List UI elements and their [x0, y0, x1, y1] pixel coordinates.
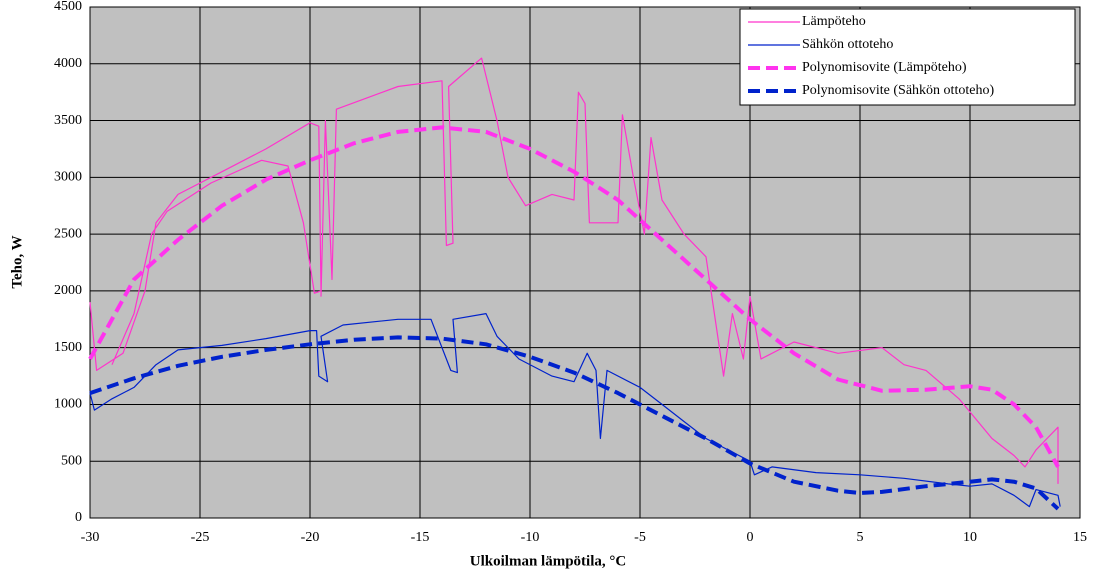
series-line	[89, 313, 1061, 508]
x-tick-label: -15	[411, 530, 430, 545]
series-line	[89, 335, 1060, 511]
series-line	[89, 57, 1059, 484]
x-tick-label: 10	[963, 530, 977, 545]
y-axis-label: Teho, W	[9, 235, 25, 288]
legend-label: Polynomisovite (Sähkön ottoteho)	[802, 83, 994, 98]
y-tick-label: 1500	[54, 340, 82, 355]
x-tick-label: -30	[81, 530, 100, 545]
y-tick-label: 3000	[54, 170, 82, 185]
x-axis-label: Ulkoilman lämpötila, °C	[470, 553, 626, 569]
y-tick-label: 2500	[54, 226, 82, 241]
legend-label: Polynomisovite (Lämpöteho)	[802, 60, 967, 75]
y-tick-label: 4000	[54, 56, 82, 71]
x-tick-label: -25	[191, 530, 210, 545]
x-tick-label: -10	[521, 530, 540, 545]
x-tick-label: 5	[857, 530, 864, 545]
y-tick-label: 0	[75, 510, 82, 525]
legend-label: Sähkön ottoteho	[802, 37, 893, 52]
y-tick-label: 500	[61, 453, 82, 468]
x-tick-label: 0	[747, 530, 754, 545]
y-tick-label: 1000	[54, 397, 82, 412]
y-tick-label: 4500	[54, 0, 82, 14]
x-tick-label: -5	[634, 530, 646, 545]
y-tick-label: 3500	[54, 113, 82, 128]
y-tick-label: 2000	[54, 283, 82, 298]
x-tick-label: -20	[301, 530, 320, 545]
legend-label: Lämpöteho	[802, 14, 866, 29]
series-line	[88, 125, 1060, 468]
x-tick-label: 15	[1073, 530, 1087, 545]
